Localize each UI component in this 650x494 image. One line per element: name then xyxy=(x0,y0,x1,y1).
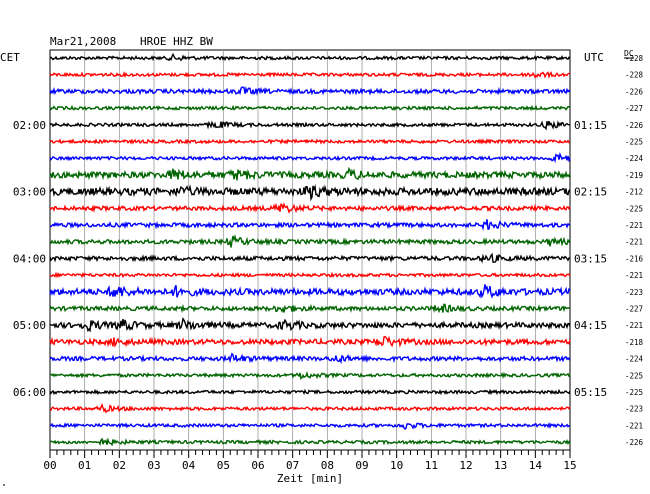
x-tick-label: 00 xyxy=(43,459,56,472)
dc-offset-label: -218 xyxy=(625,338,644,347)
corner-mark: " xyxy=(2,483,6,491)
x-axis-label: Zeit [min] xyxy=(277,472,343,485)
time-grid xyxy=(49,49,571,451)
trace-row-6 xyxy=(49,151,571,164)
dc-offset-label: -221 xyxy=(625,221,643,230)
trace-row-1 xyxy=(49,71,570,79)
trace-row-19 xyxy=(49,371,571,381)
right-hour-label: 05:15 xyxy=(574,386,607,399)
trace-row-15 xyxy=(49,303,571,314)
dc-offset-label: -228 xyxy=(625,71,644,80)
trace-row-20 xyxy=(49,388,571,396)
trace-row-10 xyxy=(50,219,571,231)
trace-row-7 xyxy=(49,166,571,181)
x-tick-label: 15 xyxy=(563,459,576,472)
left-hour-label: 02:00 xyxy=(13,119,46,132)
dc-offset-label: -225 xyxy=(625,204,643,213)
trace-row-23 xyxy=(49,437,571,447)
trace-row-4 xyxy=(49,120,571,131)
dc-offset-label: -221 xyxy=(625,421,643,430)
right-hour-label: 02:15 xyxy=(574,186,607,199)
dc-offset-labels: -228 -228 -226 -227 -226 -225 -224 -219 -212 -225… xyxy=(625,54,644,447)
right-hour-label: 01:15 xyxy=(574,119,607,132)
dc-label: DC xyxy=(624,49,634,58)
x-tick-label: 09 xyxy=(355,459,368,472)
plot-frame xyxy=(49,49,571,451)
right-hour-labels: 01:15 02:15 03:15 04:15 05:15 xyxy=(574,119,607,399)
x-tick-label: 11 xyxy=(425,459,438,472)
dc-offset-label: -225 xyxy=(625,388,643,397)
trace-row-0 xyxy=(49,52,571,62)
dc-offset-label: -224 xyxy=(625,154,644,163)
trace-row-5 xyxy=(49,138,571,145)
x-tick-label: 02 xyxy=(113,459,126,472)
right-hour-label: 03:15 xyxy=(574,252,607,265)
trace-row-16 xyxy=(49,317,571,333)
x-tick-label: 14 xyxy=(529,459,543,472)
x-tick-label: 07 xyxy=(286,459,299,472)
x-tick-label: 06 xyxy=(251,459,264,472)
dc-offset-label: -223 xyxy=(625,405,643,414)
dc-offset-label: -221 xyxy=(625,238,643,247)
trace-row-18 xyxy=(49,352,571,365)
trace-row-2 xyxy=(49,85,571,96)
x-tick-label: 10 xyxy=(390,459,403,472)
left-hour-label: 05:00 xyxy=(13,319,46,332)
dc-offset-label: -227 xyxy=(625,305,643,314)
x-tick-label: 03 xyxy=(147,459,160,472)
dc-offset-label: -219 xyxy=(625,171,643,180)
left-timezone-label: CET xyxy=(0,51,20,64)
trace-row-14 xyxy=(49,284,571,299)
right-hour-label: 04:15 xyxy=(574,319,607,332)
left-hour-label: 06:00 xyxy=(13,386,46,399)
trace-row-21 xyxy=(49,402,571,414)
x-tick-label: 05 xyxy=(217,459,230,472)
trace-row-3 xyxy=(49,104,571,112)
trace-rows xyxy=(49,52,571,447)
x-tick-label: 01 xyxy=(78,459,91,472)
trace-row-13 xyxy=(49,271,571,279)
chart-date: Mar21,2008 xyxy=(50,35,116,48)
left-hour-labels: 02:00 03:00 04:00 05:00 06:00 xyxy=(13,119,46,399)
x-tick-label: 04 xyxy=(182,459,196,472)
trace-row-17 xyxy=(49,335,571,348)
trace-row-8 xyxy=(49,183,571,202)
dc-offset-label: -223 xyxy=(625,288,643,297)
trace-row-22 xyxy=(49,421,571,430)
x-axis: 00 01 02 03 04 05 06 07 08 09 10 11 12 13 14 15 xyxy=(43,450,577,472)
dc-offset-label: -226 xyxy=(625,121,644,130)
dc-offset-label: -224 xyxy=(625,355,644,364)
dc-offset-label: -228 xyxy=(625,54,644,63)
dc-offset-label: -216 xyxy=(625,254,644,263)
trace-row-12 xyxy=(49,252,571,264)
dc-offset-label: -226 xyxy=(625,438,644,447)
dc-offset-label: -212 xyxy=(625,188,643,197)
x-tick-label: 13 xyxy=(494,459,507,472)
x-tick-label: 12 xyxy=(459,459,472,472)
chart-station: HROE HHZ BW xyxy=(140,35,213,48)
trace-row-9 xyxy=(49,202,571,214)
right-timezone-label: UTC xyxy=(584,51,604,64)
dc-offset-label: -225 xyxy=(625,138,643,147)
dc-offset-label: -227 xyxy=(625,104,643,113)
dc-offset-label: -221 xyxy=(625,271,643,280)
dc-offset-label: -221 xyxy=(625,321,643,330)
left-hour-label: 03:00 xyxy=(13,186,46,199)
left-hour-label: 04:00 xyxy=(13,252,46,265)
trace-row-11 xyxy=(49,234,571,248)
dc-offset-label: -225 xyxy=(625,371,643,380)
x-tick-label: 08 xyxy=(321,459,334,472)
dc-offset-label: -226 xyxy=(625,87,644,96)
